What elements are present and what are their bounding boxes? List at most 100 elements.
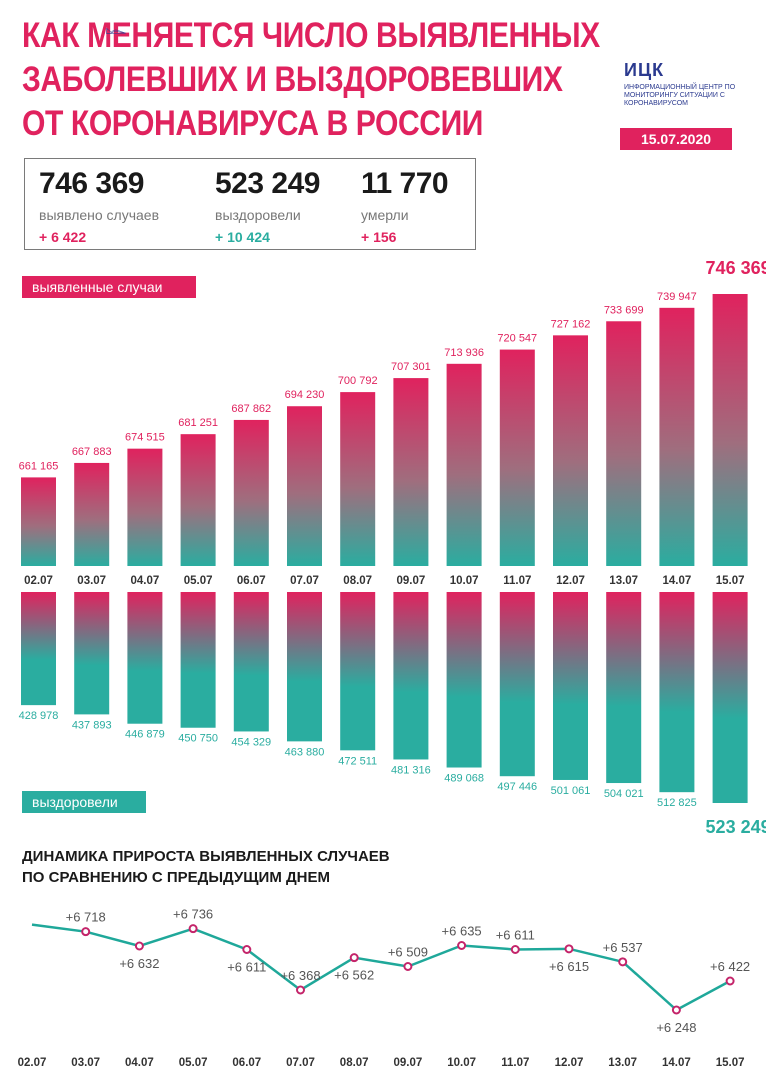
cases-value-label: 727 162 bbox=[551, 318, 591, 330]
title-line: ЗАБОЛЕВШИХ И ВЫЗДОРОВЕВШИХ bbox=[22, 60, 563, 99]
recovered-legend-pill: выздоровели bbox=[22, 791, 146, 813]
cases-value-label: 746 369 bbox=[706, 258, 766, 278]
growth-point bbox=[564, 944, 574, 954]
recovered-bar bbox=[180, 592, 216, 728]
cases-value-label: 667 883 bbox=[72, 446, 112, 458]
growth-point bbox=[134, 941, 144, 951]
cases-bar bbox=[606, 321, 642, 566]
growth-point-label: +6 718 bbox=[66, 910, 106, 925]
line-x-tick-label: 02.07 bbox=[18, 1057, 47, 1069]
cases-value-label: 661 165 bbox=[19, 460, 59, 472]
line-x-tick-label: 15.07 bbox=[716, 1057, 745, 1069]
recovered-value-label: 450 750 bbox=[178, 733, 218, 745]
cases-bar bbox=[712, 294, 748, 566]
date-tick-label: 07.07 bbox=[290, 575, 319, 587]
cases-value-label: 707 301 bbox=[391, 361, 431, 373]
cases-value-label: 733 699 bbox=[604, 304, 644, 316]
recovered-bar bbox=[659, 592, 695, 793]
date-tick-label: 10.07 bbox=[450, 575, 479, 587]
date-tick-label: 04.07 bbox=[131, 575, 160, 587]
cases-bar bbox=[553, 335, 588, 566]
recovered-bar bbox=[712, 592, 748, 803]
line-chart-subtitle: ДИНАМИКА ПРИРОСТА ВЫЯВЛЕННЫХ СЛУЧАЕВ ПО … bbox=[22, 846, 390, 888]
recovered-bar bbox=[74, 592, 110, 715]
growth-point bbox=[457, 941, 467, 950]
line-x-tick-label: 06.07 bbox=[232, 1057, 261, 1069]
line-x-tick-label: 12.07 bbox=[555, 1057, 584, 1069]
growth-point-label: +6 632 bbox=[119, 956, 159, 971]
cases-bar bbox=[340, 392, 376, 566]
title-line: ОТ КОРОНАВИРУСА В РОССИИ bbox=[22, 104, 484, 143]
line-x-tick-label: 14.07 bbox=[662, 1057, 691, 1069]
growth-line bbox=[31, 923, 731, 1012]
stat-deaths: 11 770 умерли + 156 bbox=[361, 167, 449, 245]
date-tick-label: 11.07 bbox=[503, 575, 531, 587]
recovered-value-label: 472 511 bbox=[338, 755, 377, 767]
recovered-value-label: 428 978 bbox=[19, 710, 59, 722]
logo-icon bbox=[106, 27, 126, 34]
cases-bar bbox=[127, 448, 163, 566]
stat-recovered: 523 249 выздоровели + 10 424 bbox=[215, 167, 320, 245]
growth-point-label: +6 248 bbox=[656, 1020, 696, 1035]
line-x-tick-label: 05.07 bbox=[179, 1057, 208, 1069]
recovered-bar bbox=[553, 592, 588, 780]
subtitle-line: ПО СРАВНЕНИЮ С ПРЕДЫДУЩИМ ДНЕМ bbox=[22, 869, 330, 886]
growth-point bbox=[618, 957, 628, 967]
line-x-tick-label: 03.07 bbox=[71, 1057, 100, 1069]
cases-value-label: 720 547 bbox=[497, 333, 537, 345]
stat-label: выявлено случаев bbox=[39, 207, 160, 223]
date-tick-label: 14.07 bbox=[663, 575, 692, 587]
stat-value: 11 770 bbox=[361, 167, 449, 200]
cases-value-label: 700 792 bbox=[338, 375, 378, 387]
recovered-bar bbox=[606, 592, 642, 784]
growth-point bbox=[403, 962, 413, 971]
cases-legend-pill: выявленные случаи bbox=[22, 276, 196, 298]
logo-subtitle: ИНФОРМАЦИОННЫЙ ЦЕНТР ПО МОНИТОРИНГУ СИТУ… bbox=[624, 84, 736, 107]
recovered-value-label: 489 068 bbox=[444, 773, 484, 785]
cases-value-label: 687 862 bbox=[231, 403, 271, 415]
recovered-bar bbox=[233, 592, 269, 732]
line-x-tick-label: 04.07 bbox=[125, 1057, 154, 1069]
growth-point bbox=[349, 953, 359, 963]
growth-point bbox=[242, 945, 252, 954]
cases-bar bbox=[499, 349, 535, 566]
stat-cases: 746 369 выявлено случаев + 6 422 bbox=[39, 167, 159, 245]
date-tick-label: 09.07 bbox=[397, 575, 426, 587]
cases-bar bbox=[287, 406, 322, 566]
date-tick-label: 02.07 bbox=[24, 575, 53, 587]
growth-point bbox=[81, 927, 91, 937]
growth-point bbox=[188, 924, 198, 934]
recovered-value-label: 523 249 bbox=[706, 817, 766, 837]
growth-point-label: +6 562 bbox=[334, 968, 374, 983]
recovered-value-label: 437 893 bbox=[72, 719, 112, 731]
line-x-tick-label: 07.07 bbox=[286, 1057, 315, 1069]
stat-value: 746 369 bbox=[39, 167, 144, 200]
growth-point-label: +6 422 bbox=[710, 959, 750, 974]
date-tick-label: 12.07 bbox=[556, 575, 585, 587]
date-tick-label: 06.07 bbox=[237, 575, 266, 587]
stat-delta: + 6 422 bbox=[39, 229, 87, 245]
growth-point bbox=[725, 976, 735, 986]
date-tick-label: 05.07 bbox=[184, 575, 213, 587]
growth-point bbox=[671, 1005, 681, 1015]
growth-point bbox=[296, 985, 305, 995]
recovered-value-label: 504 021 bbox=[604, 788, 644, 800]
stat-label: умерли bbox=[361, 207, 409, 223]
date-badge: 15.07.2020 bbox=[620, 128, 732, 150]
growth-point-label: +6 537 bbox=[603, 940, 643, 955]
growth-point-label: +6 635 bbox=[442, 924, 482, 939]
cases-bar bbox=[393, 378, 429, 566]
recovered-bar bbox=[446, 592, 482, 768]
line-x-tick-label: 09.07 bbox=[394, 1057, 423, 1069]
summary-box: 746 369 выявлено случаев + 6 422 523 249… bbox=[24, 158, 476, 250]
cases-value-label: 681 251 bbox=[178, 417, 218, 429]
growth-point-label: +6 611 bbox=[227, 960, 266, 975]
line-x-tick-label: 10.07 bbox=[447, 1057, 476, 1069]
cases-value-label: 674 515 bbox=[125, 432, 165, 444]
recovered-bar bbox=[21, 592, 56, 706]
cases-value-label: 739 947 bbox=[657, 291, 697, 303]
date-tick-label: 03.07 bbox=[77, 575, 106, 587]
recovered-value-label: 512 825 bbox=[657, 797, 697, 809]
recovered-bar bbox=[287, 592, 322, 742]
